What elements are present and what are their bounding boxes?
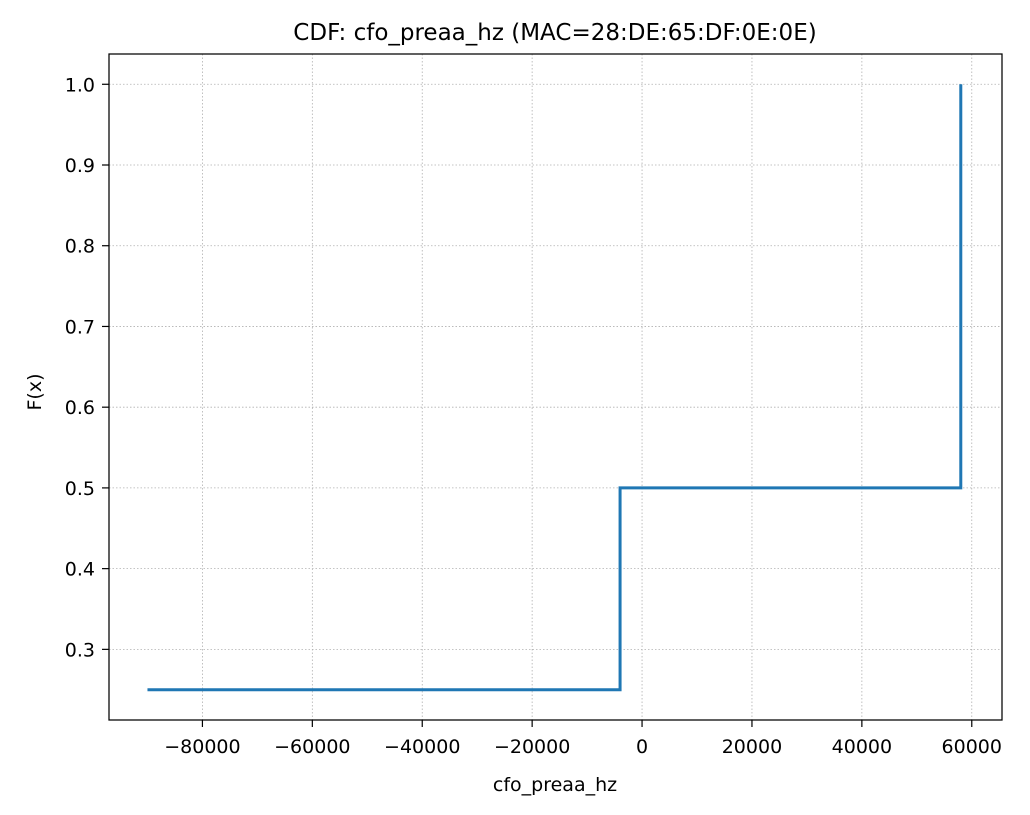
cdf-step-line: [147, 84, 963, 692]
y-tick-label: 0.5: [65, 478, 95, 500]
x-tick-label: 60000: [942, 736, 1002, 758]
y-axis-label: F(x): [24, 374, 46, 411]
x-axis-ticks: −80000 −60000 −40000 −20000 0 20000 40000 60000: [164, 720, 1002, 758]
x-tick-label: −80000: [164, 736, 240, 758]
y-tick-label: 0.9: [65, 155, 95, 177]
x-axis-label: cfo_preaa_hz: [493, 774, 617, 796]
y-tick-label: 1.0: [65, 74, 95, 96]
chart-title: CDF: cfo_preaa_hz (MAC=28:DE:65:DF:0E:0E…: [293, 20, 816, 46]
x-tick-label: −20000: [494, 736, 570, 758]
x-tick-label: 40000: [832, 736, 892, 758]
plot-frame: [108, 53, 1003, 721]
y-tick-label: 0.8: [65, 236, 95, 258]
x-tick-label: −60000: [274, 736, 350, 758]
y-tick-label: 0.7: [65, 316, 95, 338]
series-layer: [147, 84, 963, 692]
y-tick-label: 0.4: [65, 559, 95, 581]
x-tick-label: 0: [636, 736, 648, 758]
x-tick-label: −40000: [384, 736, 460, 758]
y-axis-ticks: 0.3 0.4 0.5 0.6 0.7 0.8 0.9 1.0: [65, 74, 109, 661]
y-tick-label: 0.3: [65, 639, 95, 661]
grid-lines: [109, 54, 1002, 720]
x-tick-label: 20000: [722, 736, 782, 758]
y-tick-label: 0.6: [65, 397, 95, 419]
